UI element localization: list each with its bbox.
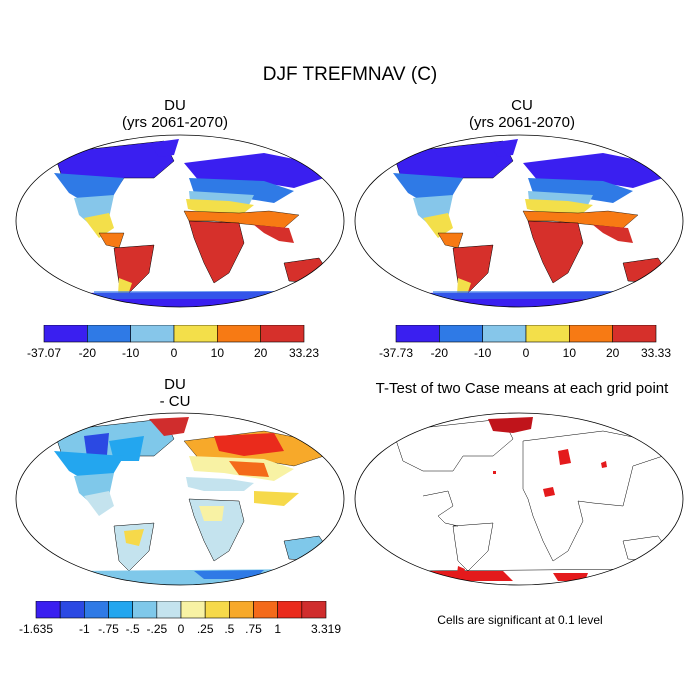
colorbar-diff-label: .75 bbox=[245, 622, 262, 636]
colorbar-cu-swatch bbox=[525, 325, 570, 343]
panel-diff-title-line2: - CU bbox=[159, 393, 191, 410]
colorbar-du-swatch bbox=[87, 325, 131, 343]
figure-title: DJF TREFMNAV (C) bbox=[262, 64, 438, 85]
colorbar-du-swatch bbox=[43, 325, 88, 343]
colorbar-diff-swatch bbox=[204, 601, 230, 619]
map-ttest-land bbox=[355, 413, 683, 585]
colorbar-diff-swatch bbox=[301, 601, 327, 619]
colorbar-diff-label: 0 bbox=[178, 622, 185, 636]
colorbar-diff-label: -.25 bbox=[146, 622, 167, 636]
map-du bbox=[15, 134, 345, 308]
colorbar-diff-label: -1 bbox=[79, 622, 90, 636]
colorbar-diff-swatch bbox=[59, 601, 85, 619]
colorbar-cu-label: -37.73 bbox=[379, 346, 413, 360]
colorbar-diff-swatch bbox=[253, 601, 278, 619]
colorbar-du-label: -37.07 bbox=[27, 346, 61, 360]
colorbar-cu-label: 20 bbox=[606, 346, 620, 360]
colorbar-du-label: 0 bbox=[171, 346, 178, 360]
colorbar-diff-swatch bbox=[108, 601, 133, 619]
panel-diff-title-line1: DU bbox=[164, 376, 186, 393]
colorbar-diff-label: .5 bbox=[224, 622, 234, 636]
colorbar-cu-label: -20 bbox=[431, 346, 449, 360]
colorbar-diff-label: -.75 bbox=[98, 622, 119, 636]
panel-cu-title: CU (yrs 2061-2070) bbox=[372, 97, 672, 131]
map-du-minus-cu bbox=[15, 412, 345, 586]
colorbar-du-label: 33.23 bbox=[289, 346, 319, 360]
colorbar-cu-swatch bbox=[439, 325, 483, 343]
colorbar-diff-label: 3.319 bbox=[311, 622, 341, 636]
colorbar-diff-swatch bbox=[35, 601, 61, 619]
colorbar-diff-swatch bbox=[229, 601, 254, 619]
colorbar-cu-label: 10 bbox=[563, 346, 577, 360]
colorbar-du-swatch bbox=[260, 325, 305, 343]
panel-cu-title-line2: (yrs 2061-2070) bbox=[469, 114, 575, 131]
colorbar-diff-label: .25 bbox=[197, 622, 214, 636]
colorbar-diff-swatch bbox=[84, 601, 109, 619]
colorbar-cu: -37.73 -20 -10 0 10 20 33.33 bbox=[379, 325, 671, 360]
map-cu-land bbox=[355, 135, 683, 307]
panel-du-title-line1: DU bbox=[164, 97, 186, 114]
colorbar-diff-label: -.5 bbox=[126, 622, 140, 636]
colorbar-du-label: -10 bbox=[122, 346, 140, 360]
colorbar-cu-swatch bbox=[395, 325, 440, 343]
colorbar-diff-label: 1 bbox=[274, 622, 281, 636]
colorbar-cu-swatch bbox=[482, 325, 527, 343]
map-diff-land bbox=[16, 413, 344, 585]
map-ttest bbox=[354, 412, 684, 586]
colorbar-diff: -1.635 -1 -.75 -.5 -.25 0 .25 .5 .75 1 3.319 bbox=[19, 601, 341, 636]
panel-diff-title: DU - CU bbox=[25, 376, 325, 410]
colorbar-cu-label: 0 bbox=[523, 346, 530, 360]
colorbar-cu-swatch bbox=[612, 325, 657, 343]
colorbar-du-label: 10 bbox=[211, 346, 225, 360]
colorbar-du: -37.07 -20 -10 0 10 20 33.23 bbox=[27, 325, 319, 360]
colorbar-du-label: -20 bbox=[79, 346, 97, 360]
colorbar-cu-label: 33.33 bbox=[641, 346, 671, 360]
map-cu bbox=[354, 134, 684, 308]
colorbar-du-swatch bbox=[130, 325, 175, 343]
panel-du-title-line2: (yrs 2061-2070) bbox=[122, 114, 228, 131]
colorbar-du-swatch bbox=[217, 325, 261, 343]
colorbar-diff-swatch bbox=[180, 601, 206, 619]
colorbar-du-swatch bbox=[173, 325, 218, 343]
colorbar-cu-swatch bbox=[569, 325, 613, 343]
significance-footnote: Cells are significant at 0.1 level bbox=[437, 613, 603, 627]
panel-cu-title-line1: CU bbox=[511, 97, 533, 114]
colorbar-diff-swatch bbox=[132, 601, 158, 619]
map-du-land bbox=[16, 135, 344, 307]
colorbar-du-label: 20 bbox=[254, 346, 268, 360]
colorbar-diff-label: -1.635 bbox=[19, 622, 53, 636]
panel-ttest-title: T-Test of two Case means at each grid po… bbox=[375, 380, 669, 397]
colorbar-cu-label: -10 bbox=[474, 346, 492, 360]
colorbar-diff-swatch bbox=[277, 601, 303, 619]
colorbar-diff-swatch bbox=[156, 601, 182, 619]
panel-du-title: DU (yrs 2061-2070) bbox=[25, 97, 325, 131]
